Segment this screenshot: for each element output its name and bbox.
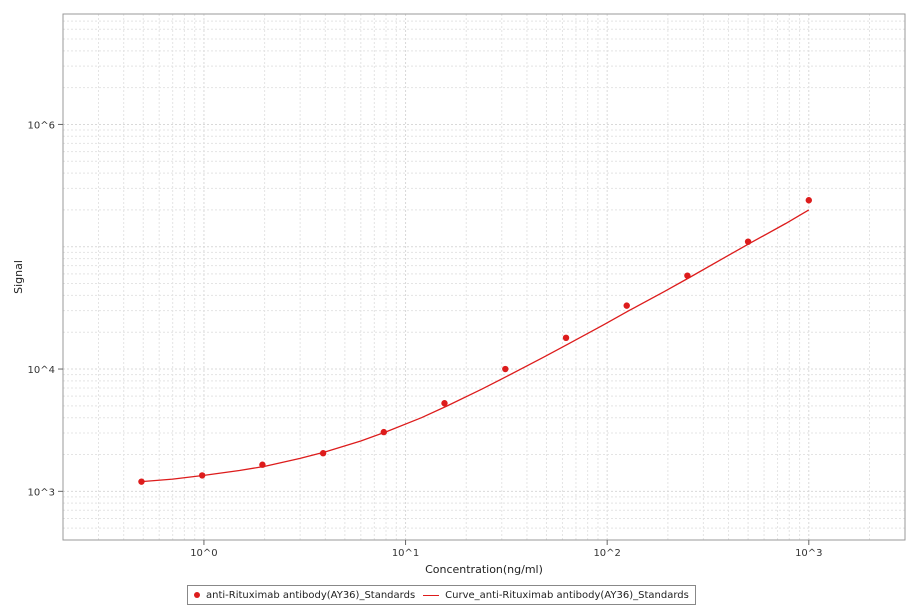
x-tick-label: 10^0 xyxy=(190,548,217,559)
y-tick-label: 10^6 xyxy=(28,120,55,131)
axes: 10^0 10^1 10^2 10^3 10^3 10^4 10^6 xyxy=(28,120,823,559)
legend-label-points: anti-Rituximab antibody(AY36)_Standards xyxy=(206,589,416,601)
data-point xyxy=(198,472,206,479)
series-curve-line xyxy=(141,209,810,483)
legend-item-curve: Curve_anti-Rituximab antibody(AY36)_Stan… xyxy=(423,590,689,601)
data-point xyxy=(562,334,570,342)
legend-label-curve: Curve_anti-Rituximab antibody(AY36)_Stan… xyxy=(445,589,689,601)
y-tick-label: 10^3 xyxy=(28,487,55,498)
data-point xyxy=(380,428,387,436)
data-point xyxy=(441,400,448,407)
x-tick-label: 10^3 xyxy=(795,548,822,559)
legend-line-marker xyxy=(423,594,440,596)
data-point xyxy=(502,365,509,373)
x-tick-label: 10^1 xyxy=(392,548,419,559)
data-point xyxy=(138,478,145,485)
series xyxy=(138,197,813,485)
data-point xyxy=(684,272,691,279)
x-tick-label: 10^2 xyxy=(593,548,620,559)
legend: anti-Rituximab antibody(AY36)_Standards … xyxy=(187,585,696,605)
data-point xyxy=(744,238,752,245)
plot-frame xyxy=(62,13,906,541)
data-point xyxy=(259,461,266,468)
legend-item-points: anti-Rituximab antibody(AY36)_Standards xyxy=(194,590,415,601)
data-point xyxy=(319,450,327,457)
y-tick-label: 10^4 xyxy=(28,365,55,376)
data-point xyxy=(623,302,630,309)
legend-point-marker xyxy=(194,592,200,598)
y-axis-title: Signal xyxy=(12,260,25,294)
grid xyxy=(62,13,906,541)
data-point xyxy=(805,197,813,204)
x-axis-title: Concentration(ng/ml) xyxy=(425,563,543,576)
